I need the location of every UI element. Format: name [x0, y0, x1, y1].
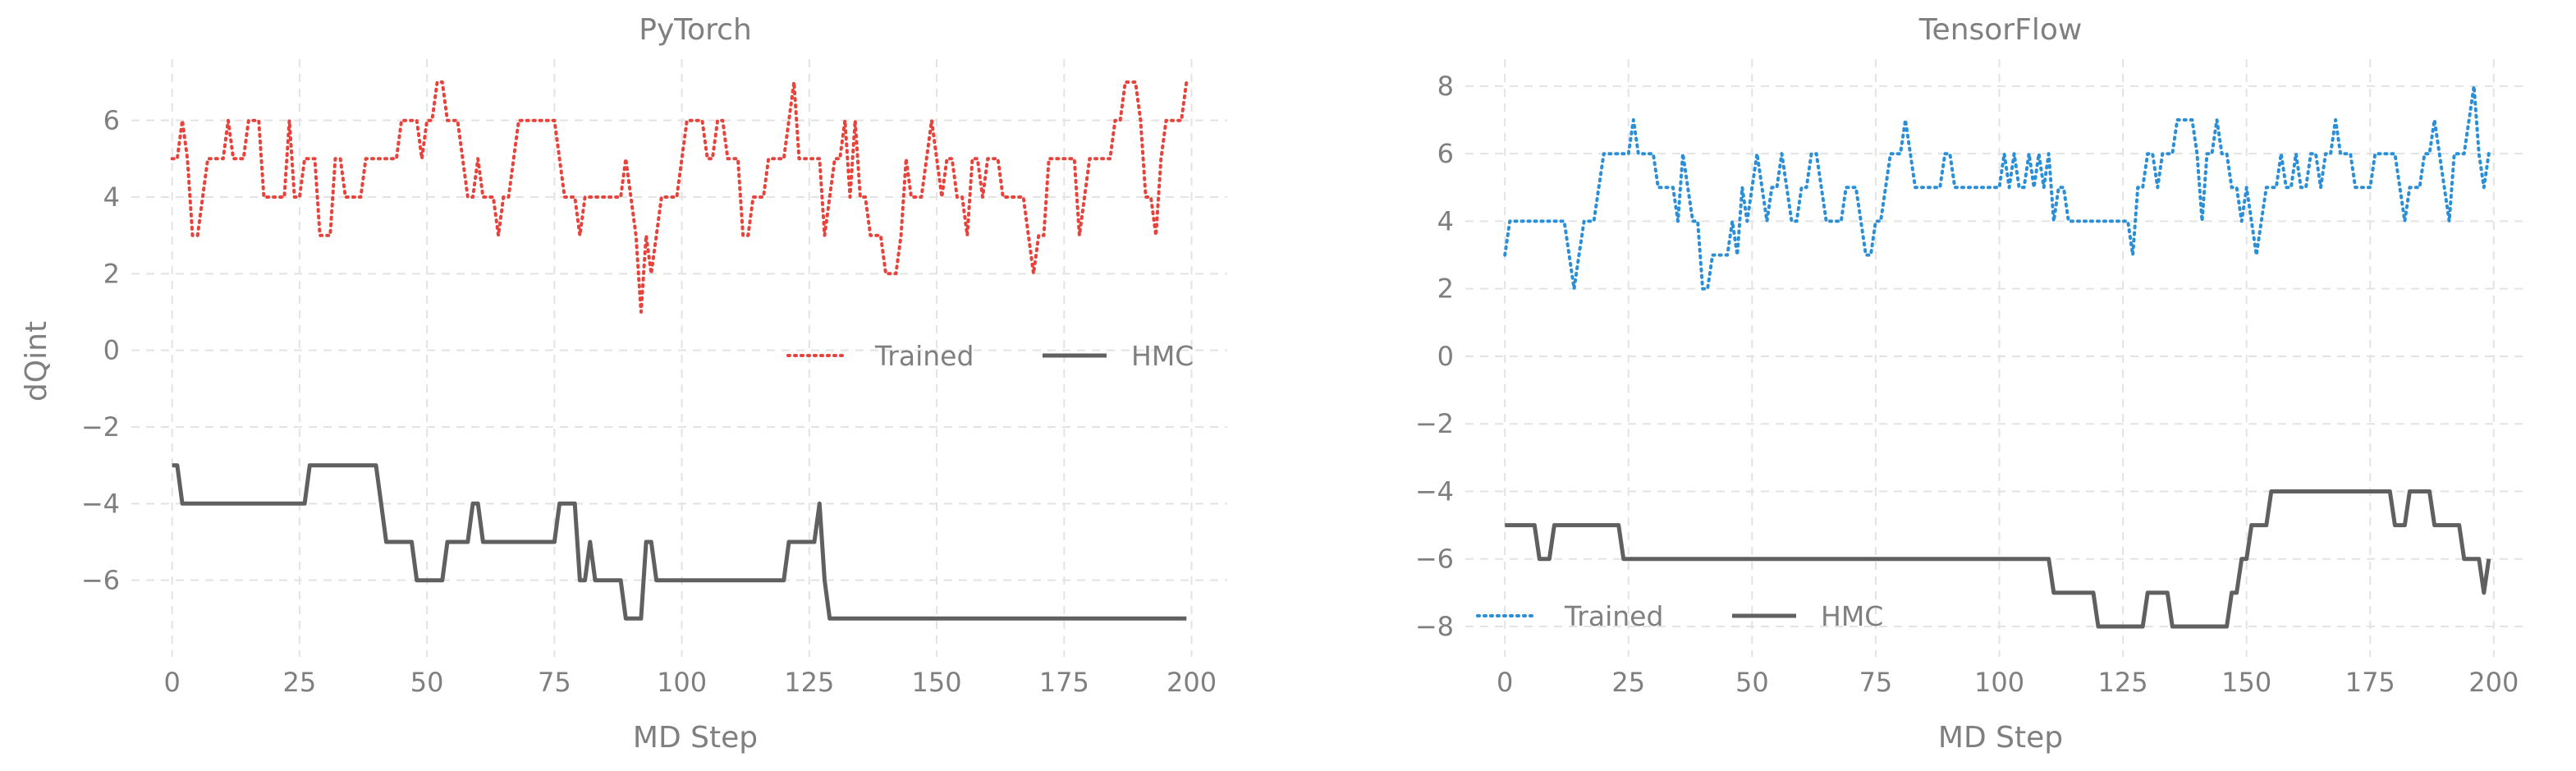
y-tick-labels: −6 −4 −2 0 2 4 6 [81, 105, 120, 596]
y-tick-label: 0 [1437, 341, 1454, 372]
legend-label-hmc: HMC [1821, 600, 1883, 632]
chart-tensorflow: TensorFlow −8 −6 −4 −2 0 2 4 6 8 0 25 50 75 100 125 15… [1415, 13, 2528, 755]
x-tick-label: 75 [538, 667, 571, 698]
x-tick-label: 150 [912, 667, 962, 698]
x-tick-label: 200 [1167, 667, 1217, 698]
y-tick-label: −6 [81, 565, 120, 596]
x-tick-label: 100 [1974, 667, 2024, 698]
grid-lines [1465, 59, 2528, 657]
y-tick-label: −6 [1415, 544, 1454, 575]
x-tick-label: 200 [2468, 667, 2519, 698]
x-tick-labels: 0 25 50 75 100 125 150 175 200 [163, 667, 1217, 698]
y-tick-label: 4 [1437, 205, 1454, 236]
x-axis-label: MD Step [633, 721, 758, 755]
y-tick-label: 8 [1437, 71, 1454, 102]
x-tick-label: 0 [1497, 667, 1513, 698]
y-tick-label: 0 [103, 335, 120, 366]
y-tick-label: −2 [1415, 408, 1454, 439]
series-line-hmc [172, 463, 1187, 621]
chart-title: TensorFlow [1918, 13, 2083, 47]
y-tick-label: −8 [1415, 611, 1454, 642]
chart-pytorch: PyTorch −6 −4 −2 0 2 4 6 0 25 50 75 100 125 150 175 20… [20, 13, 1227, 755]
y-tick-label: 2 [1437, 273, 1454, 305]
x-tick-label: 0 [163, 667, 180, 698]
legend-label-trained: Trained [1564, 600, 1663, 632]
series-lines [170, 80, 1189, 621]
y-tick-label: 6 [1437, 138, 1454, 169]
x-tick-label: 50 [1735, 667, 1769, 698]
x-tick-label: 175 [1039, 667, 1089, 698]
y-tick-label: 2 [103, 258, 120, 289]
legend-label-hmc: HMC [1131, 340, 1194, 372]
x-axis-label: MD Step [1938, 721, 2063, 755]
x-tick-label: 175 [2345, 667, 2395, 698]
y-tick-label: 6 [103, 105, 120, 136]
grid-lines [131, 59, 1227, 657]
x-tick-label: 100 [657, 667, 707, 698]
legend: Trained HMC [1476, 600, 1883, 632]
series-line-trained [1503, 84, 2491, 291]
x-tick-label: 25 [1611, 667, 1645, 698]
x-tick-label: 125 [784, 667, 834, 698]
x-tick-label: 50 [410, 667, 444, 698]
x-tick-label: 125 [2098, 667, 2148, 698]
x-tick-label: 25 [283, 667, 317, 698]
series-line-hmc [1505, 489, 2491, 629]
series-lines [1503, 84, 2491, 629]
y-tick-label: 4 [103, 181, 120, 213]
y-tick-labels: −8 −6 −4 −2 0 2 4 6 8 [1415, 71, 1454, 642]
x-tick-label: 75 [1859, 667, 1893, 698]
series-line-trained [170, 80, 1189, 314]
legend-label-trained: Trained [874, 340, 974, 372]
x-tick-label: 150 [2221, 667, 2271, 698]
y-axis-label: dQint [20, 321, 53, 402]
legend: Trained HMC [786, 340, 1194, 372]
y-tick-label: −4 [1415, 475, 1454, 507]
chart-title: PyTorch [639, 13, 752, 47]
y-tick-label: −2 [81, 411, 120, 443]
y-tick-label: −4 [81, 488, 120, 519]
x-tick-labels: 0 25 50 75 100 125 150 175 200 [1497, 667, 2519, 698]
